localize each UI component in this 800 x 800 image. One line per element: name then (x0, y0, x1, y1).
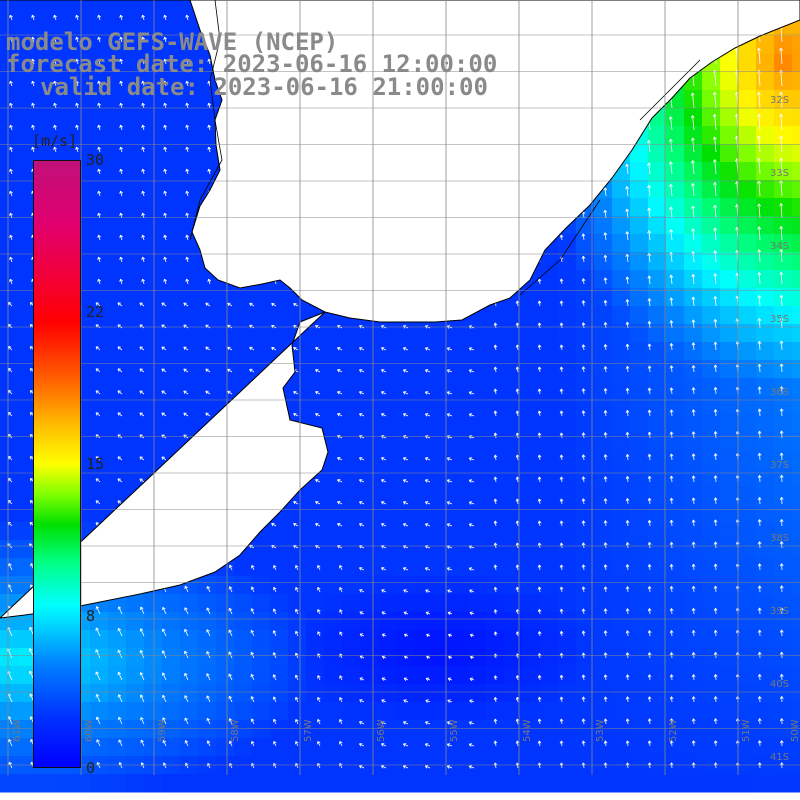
lat-label: 35S (770, 314, 790, 325)
colorbar-unit: [m/s] (32, 132, 78, 150)
colorbar-tick-30: 30 (86, 151, 105, 169)
colorbar (33, 160, 81, 768)
lat-label: 39S (770, 606, 790, 617)
lat-label: 40S (770, 679, 790, 690)
lon-label: 57W (303, 719, 314, 742)
lon-label: 61W (12, 719, 23, 742)
lon-label: 54W (522, 719, 533, 742)
lon-label: 52W (668, 719, 679, 742)
lat-label: 34S (770, 241, 790, 252)
lon-label: 55W (449, 719, 460, 742)
lat-label: 37S (770, 460, 790, 471)
lon-label: 56W (376, 719, 387, 742)
lat-label: 41S (770, 752, 790, 763)
forecast-date: forecast date: 2023-06-16 12:00:00 (6, 50, 498, 78)
lat-label: 32S (770, 95, 790, 106)
model-title: modelo GEFS-WAVE (NCEP) (6, 28, 339, 56)
colorbar-tick-0: 0 (86, 759, 96, 777)
lat-label: 38S (770, 533, 790, 544)
valid-date: valid date: 2023-06-16 21:00:00 (40, 73, 488, 101)
lon-label: 50W (790, 719, 800, 742)
lon-label: 51W (741, 719, 752, 742)
lon-label: 60W (84, 719, 95, 742)
colorbar-tick-22: 22 (86, 303, 105, 321)
lat-label: 36S (770, 387, 790, 398)
coastline-detail (189, 0, 701, 296)
lon-label: 58W (230, 719, 241, 742)
lat-lon-grid (0, 0, 800, 775)
lon-label: 59W (157, 719, 168, 742)
lat-label: 33S (770, 168, 790, 179)
lon-label: 53W (595, 719, 606, 742)
colorbar-tick-8: 8 (86, 607, 96, 625)
colorbar-tick-15: 15 (86, 455, 105, 473)
